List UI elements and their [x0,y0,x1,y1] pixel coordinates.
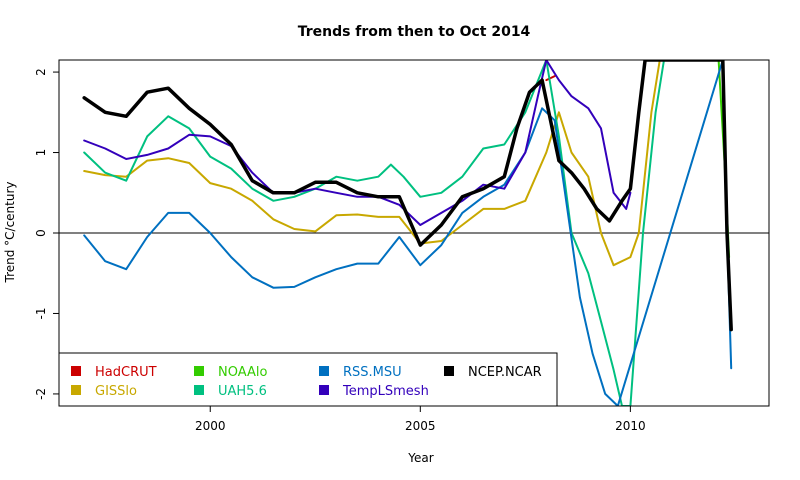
x-tick-label-2: 2010 [615,419,646,433]
legend-label-6: NCEP.NCAR [468,365,542,380]
series-line-4 [83,60,733,406]
y-tick-label-4: 2 [34,68,48,76]
legend-swatch-1 [71,385,81,395]
legend-swatch-0 [71,366,81,376]
x-axis-label: Year [407,451,433,465]
legend-swatch-6 [444,366,454,376]
series-line-0 [545,75,556,82]
plot-area: 2000 2005 2010 -2 -1 0 1 2 [34,59,770,433]
series-line-6 [82,60,733,332]
y-tick-label-0: -2 [34,388,48,400]
legend-swatch-5 [319,385,329,395]
y-axis-label: Trend °C/century [3,181,17,283]
legend-label-0: HadCRUT [95,365,157,380]
chart-title: Trends from then to Oct 2014 [298,24,531,40]
legend-swatch-2 [194,366,204,376]
x-tick-label-0: 2000 [195,419,226,433]
x-tick-label-1: 2005 [405,419,436,433]
legend-swatch-3 [194,385,204,395]
series-line-3 [83,60,665,406]
series-line-1 [83,60,661,267]
legend-box [58,352,558,407]
y-tick-label-1: -1 [34,307,48,319]
legend-label-3: UAH5.6 [218,384,267,399]
legend-label-4: RSS.MSU [343,365,402,380]
legend-swatch-4 [319,366,329,376]
legend-label-5: TempLSmesh [342,384,429,399]
legend: HadCRUT GISSlo NOAAlo UAH5.6 RSS.MSU TempLSme… [58,352,558,407]
legend-label-2: NOAAlo [218,365,267,380]
legend-label-1: GISSlo [95,384,137,399]
series-line-5 [83,60,632,226]
y-tick-label-2: 0 [34,229,48,237]
y-tick-label-3: 1 [34,149,48,157]
